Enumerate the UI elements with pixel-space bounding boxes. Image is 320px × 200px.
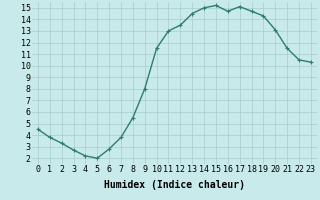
X-axis label: Humidex (Indice chaleur): Humidex (Indice chaleur) (104, 180, 245, 190)
